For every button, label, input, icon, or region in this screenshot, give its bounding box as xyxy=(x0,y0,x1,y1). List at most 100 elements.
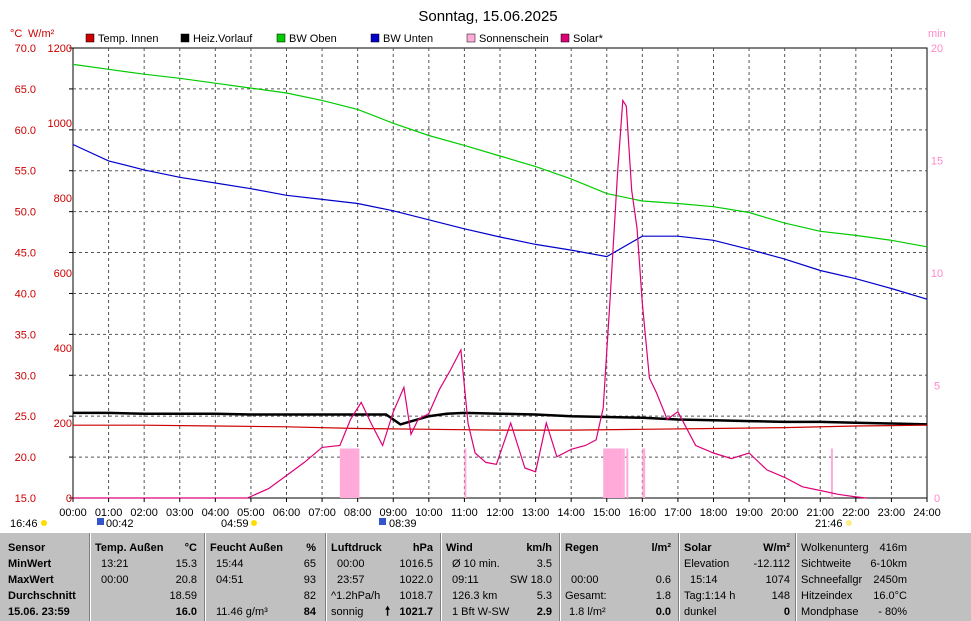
y-tick-label-temp: 15.0 xyxy=(15,493,36,505)
summary-wind: Wind km/h Ø 10 min. 3.5 09:11 SW 18.0 12… xyxy=(442,533,558,621)
series-line-solar- xyxy=(73,98,867,499)
solar-max-value: 1074 xyxy=(765,574,790,586)
x-tick-label: 07:00 xyxy=(308,507,336,519)
wind-bft: 1 Bft W-SW xyxy=(452,606,510,618)
sunshine-bar xyxy=(464,448,467,498)
chart-series xyxy=(72,63,928,499)
sunshine-bar xyxy=(603,448,623,498)
luft-forecast: sonnig xyxy=(331,606,364,618)
y-tick-label-temp: 60.0 xyxy=(15,125,36,137)
y-tick-label-solar: 200 xyxy=(54,418,72,430)
x-tick-label: 05:00 xyxy=(237,507,265,519)
y-tick-label-temp: 50.0 xyxy=(15,207,36,219)
legend: Temp. Innen Heiz.Vorlauf BW Oben BW Unten So… xyxy=(85,33,604,45)
extra-visibility-value: 6-10km xyxy=(870,558,907,570)
y-tick-label-temp: 25.0 xyxy=(15,411,36,423)
sensor-row-avg: Durchschnitt xyxy=(8,590,76,602)
regen-header: Regen xyxy=(565,542,599,554)
luft-unit: hPa xyxy=(412,542,433,554)
luft-max-time: 23:57 xyxy=(337,574,365,586)
regen-unit: l/m² xyxy=(651,542,671,554)
luft-min-value: 1016.5 xyxy=(399,558,433,570)
sunshine-bar xyxy=(622,448,625,498)
x-tick-label: 12:00 xyxy=(486,507,514,519)
temp-header: Temp. Außen xyxy=(95,542,164,554)
legend-swatch xyxy=(560,33,570,43)
y-tick-label-min: 10 xyxy=(931,268,943,280)
wind-header: Wind xyxy=(446,542,473,554)
y-tick-label-solar: 1200 xyxy=(48,43,72,55)
x-tick-label: 08:00 xyxy=(344,507,372,519)
x-tick-label: 02:00 xyxy=(130,507,158,519)
regen-max-value: 0.6 xyxy=(655,574,671,586)
summary-sensor: Sensor MinWert MaxWert Durchschnitt 15.0… xyxy=(0,533,88,621)
y-tick-label-solar: 400 xyxy=(54,343,72,355)
extra-moon-value: - 80% xyxy=(878,606,907,618)
x-tick-label: 17:00 xyxy=(664,507,692,519)
y-tick-label-solar: 0 xyxy=(66,493,72,505)
feucht-max-time: 04:51 xyxy=(216,574,244,586)
extra-visibility-label: Sichtweite xyxy=(801,558,852,570)
summary-feucht: Feucht Außen % 15:44 65 04:51 93 82 11.4… xyxy=(206,533,324,621)
moonrise-label: 00:42 xyxy=(106,518,134,530)
solar-header: Solar xyxy=(684,542,712,554)
temp-max-value: 20.8 xyxy=(175,574,197,586)
y-tick-label-min: 15 xyxy=(931,156,943,168)
summary-solar: Solar W/m² Elevation -12.112 15:14 1074 … xyxy=(680,533,794,621)
x-tick-label: 11:00 xyxy=(451,507,478,519)
legend-label: Sonnenschein xyxy=(479,33,549,45)
feucht-min-time: 15:44 xyxy=(216,558,244,570)
sunshine-bars xyxy=(339,448,833,498)
summary-luft: Luftdruck hPa 00:00 1016.5 23:57 1022.0 … xyxy=(327,533,439,621)
feucht-abs-value: 11.46 g/m³ xyxy=(216,606,268,618)
sunset-icon xyxy=(846,520,852,526)
y-tick-label-temp: 70.0 xyxy=(15,43,36,55)
chart-axes: 00:00 01:00 02:00 03:00 04:00 05:00 06:00 07:00… xyxy=(15,43,944,519)
x-tick-label: 16:00 xyxy=(629,507,657,519)
sunrise-icon xyxy=(251,520,257,526)
sunset-label: 21:46 xyxy=(815,518,843,530)
feucht-avg-value: 82 xyxy=(303,590,316,602)
luft-max-value: 1022.0 xyxy=(399,574,433,586)
extra-snow-label: Schneefallgr xyxy=(801,574,863,586)
moonrise-icon xyxy=(97,518,104,525)
daylight-label: 16:46 xyxy=(10,518,38,530)
temp-min-value: 15.3 xyxy=(175,558,197,570)
temp-now-value: 16.0 xyxy=(175,606,197,618)
series-line-bw-oben xyxy=(72,63,928,248)
x-tick-label: 22:00 xyxy=(842,507,870,519)
temp-max-time: 00:00 xyxy=(101,574,129,586)
x-tick-label: 19:00 xyxy=(735,507,763,519)
regen-max-time: 00:00 xyxy=(571,574,599,586)
wind-max-time: 09:11 xyxy=(452,574,479,586)
x-tick-label: 14:00 xyxy=(557,507,585,519)
y-tick-label-min: 20 xyxy=(931,43,943,55)
sunshine-bar xyxy=(642,448,646,498)
solar-max-time: 15:14 xyxy=(690,574,718,586)
x-tick-label: 18:00 xyxy=(700,507,728,519)
x-tick-label: 24:00 xyxy=(913,507,941,519)
sunshine-bar xyxy=(339,448,360,498)
feucht-unit: % xyxy=(306,542,316,554)
solar-avg-value: 148 xyxy=(771,590,790,602)
x-tick-label: 21:00 xyxy=(806,507,834,519)
extra-moon-label: Mondphase xyxy=(801,606,859,618)
sunshine-bar xyxy=(626,448,629,498)
luft-now-value: 1021.7 xyxy=(399,606,433,618)
regen-total-label: Gesamt: xyxy=(565,590,607,602)
wind-max-value: SW 18.0 xyxy=(509,574,552,586)
legend-swatch xyxy=(180,33,190,43)
regen-total-value: 1.8 xyxy=(655,590,671,602)
y-tick-label-temp: 45.0 xyxy=(15,248,36,260)
unit-celsius: °C xyxy=(10,28,22,40)
extra-cloud-value: 416m xyxy=(879,542,907,554)
sunrise-label: 04:59 xyxy=(221,518,249,530)
sunrise-left-icon xyxy=(41,520,47,526)
sun-marks: 16:46 00:42 04:59 08:39 21:46 xyxy=(10,518,852,530)
legend-swatch xyxy=(276,33,286,43)
unit-min: min xyxy=(928,28,946,40)
y-tick-label-temp: 20.0 xyxy=(15,452,36,464)
y-tick-label-temp: 55.0 xyxy=(15,166,36,178)
feucht-max-value: 93 xyxy=(303,574,316,586)
x-tick-label: 15:00 xyxy=(593,507,621,519)
